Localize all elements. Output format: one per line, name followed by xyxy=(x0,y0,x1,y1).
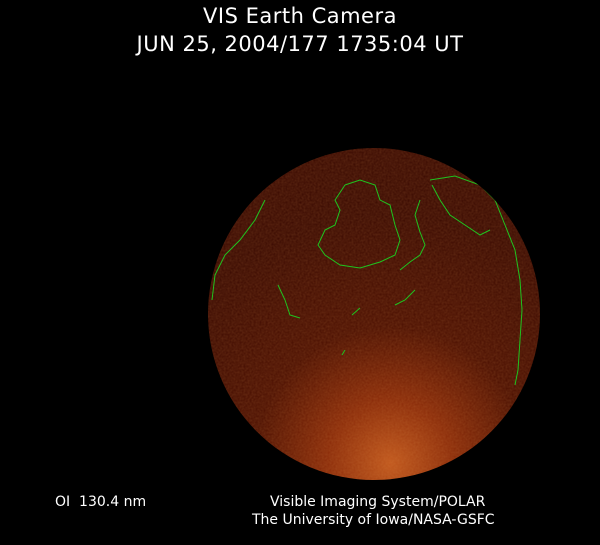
coastline-north-america-inner xyxy=(431,184,491,236)
coastline-asia xyxy=(317,179,401,269)
image-title: VIS Earth Camera xyxy=(203,4,397,28)
credit-line-2: The University of Iowa/NASA-GSFC xyxy=(252,512,495,528)
coastlines xyxy=(211,175,523,386)
image-timestamp: JUN 25, 2004/177 1735:04 UT xyxy=(136,32,464,56)
credit-line-1: Visible Imaging System/POLAR xyxy=(270,494,486,510)
earth-texture xyxy=(208,148,540,480)
coastline-australia xyxy=(211,199,266,301)
coastline-islands xyxy=(277,284,416,356)
coastline-alaska xyxy=(429,175,523,386)
coastline-japan xyxy=(399,199,426,271)
wavelength-label: OI 130.4 nm xyxy=(55,494,147,510)
